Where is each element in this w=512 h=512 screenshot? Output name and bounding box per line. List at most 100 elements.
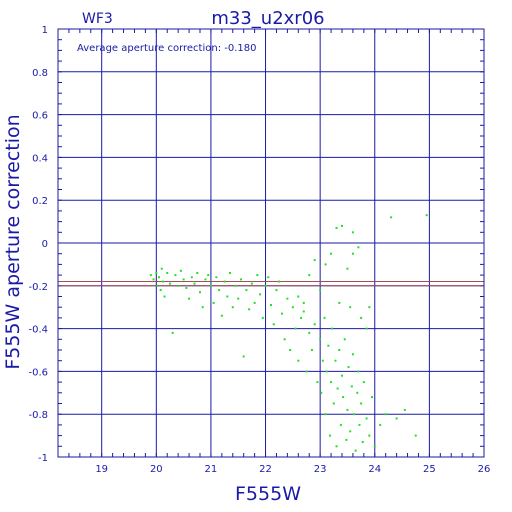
data-point [179,269,182,272]
tick-labels: 19 20 21 22 23 24 25 26 -1 -0.8 -0.6 -0.4 -0.2 0 0.2 0.… [28,25,490,475]
average-annotation: Average aperture correction: -0.180 [77,43,257,54]
data-point [384,413,387,416]
data-point [347,366,350,369]
data-point [220,314,223,317]
y-tick-label: 0.2 [32,196,48,207]
x-tick-label: 25 [423,464,436,475]
data-point [343,338,346,341]
data-point [182,278,185,281]
x-tick-label: 19 [95,464,108,475]
data-point [302,310,305,313]
data-point [275,289,278,292]
data-point [278,280,281,283]
x-tick-label: 21 [205,464,218,475]
data-point [425,214,428,217]
data-point [161,280,164,283]
data-point [350,385,353,388]
data-point [237,297,240,300]
x-tick-label: 24 [368,464,381,475]
data-point [171,331,174,334]
x-tick-label: 22 [259,464,272,475]
data-point [242,355,245,358]
data-point [371,396,374,399]
data-point [346,267,349,270]
data-point [270,304,272,307]
data-point [365,327,368,330]
plot-frame [57,28,485,458]
data-point [414,434,417,437]
data-point [390,216,393,219]
data-point [313,259,316,262]
data-point [321,359,324,362]
data-point [259,293,262,296]
data-point [361,441,364,444]
data-point [330,252,333,255]
data-point [158,276,161,279]
data-point [308,331,311,334]
data-point [223,280,226,283]
y-tick-label: -1 [38,453,48,464]
data-point [351,252,354,255]
data-point [267,276,270,279]
data-point [316,381,319,384]
y-tick-label: 0 [42,239,48,250]
data-point [193,282,196,285]
data-point [256,274,259,277]
data-point [328,434,331,437]
data-point [360,402,363,405]
data-point [331,327,334,330]
data-point [354,449,357,452]
data-point [349,430,352,433]
x-axis-label: F555W [235,483,301,505]
data-point [302,301,305,304]
data-point [379,423,382,426]
data-point [342,396,345,399]
data-point [248,308,251,311]
data-point [360,316,363,319]
data-point [215,276,218,279]
data-point [334,359,337,362]
data-point [300,316,303,319]
data-point [313,323,316,326]
data-point [231,306,234,309]
data-point [159,289,162,292]
data-point [185,286,188,289]
data-point [325,370,328,373]
data-point [346,408,349,411]
data-point [297,295,300,298]
data-point [341,224,343,227]
y-tick-label: -0.6 [28,367,48,378]
data-point [229,271,232,274]
data-point [163,295,166,298]
data-point [330,381,333,384]
data-point [358,423,361,426]
data-point [174,274,177,277]
data-point [188,297,191,300]
data-point [320,391,323,394]
y-tick-label: -0.2 [28,282,48,293]
x-tick-label: 23 [314,464,327,475]
data-point [286,297,289,300]
data-point [351,353,354,356]
average-correction-lines [58,281,484,287]
grid-lines [57,28,485,458]
x-tick-label: 20 [150,464,163,475]
data-point [345,438,348,441]
data-point [250,282,253,285]
data-point [336,387,339,390]
data-point [160,267,163,270]
data-point [368,306,371,309]
data-point [168,282,171,285]
data-point [339,423,342,426]
data-point [324,413,327,416]
data-point [218,289,221,292]
data-point [291,306,294,309]
data-point [356,391,359,394]
data-point [152,278,155,281]
y-tick-label: 0.8 [32,68,48,79]
data-point [212,301,215,304]
data-point [196,271,199,274]
data-point [294,327,297,330]
data-point [156,284,159,287]
